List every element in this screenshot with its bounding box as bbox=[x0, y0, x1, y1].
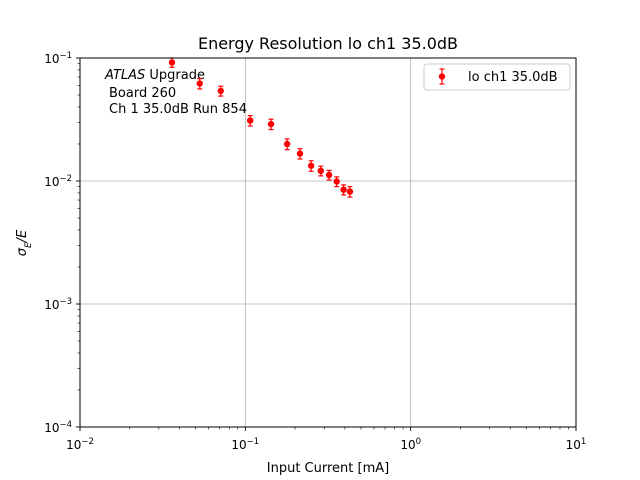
grid bbox=[80, 58, 576, 427]
y-tick-label: 10−1 bbox=[44, 51, 72, 66]
chart-title: Energy Resolution lo ch1 35.0dB bbox=[198, 34, 458, 53]
x-tick-label: 10−2 bbox=[66, 437, 94, 452]
data-point bbox=[325, 169, 333, 181]
y-tick-label: 10−3 bbox=[44, 297, 72, 312]
data-marker bbox=[296, 150, 304, 157]
legend-marker bbox=[438, 73, 446, 80]
data-marker bbox=[217, 87, 224, 95]
x-tick-labels: 10−2 10−1 100 101 bbox=[66, 437, 586, 452]
data-marker bbox=[307, 162, 315, 169]
legend-label: lo ch1 35.0dB bbox=[468, 70, 558, 85]
data-marker bbox=[340, 186, 347, 193]
data-point bbox=[346, 186, 354, 198]
data-point bbox=[333, 176, 340, 188]
data-point bbox=[296, 148, 304, 160]
data-point bbox=[217, 85, 224, 97]
annotation-line-1: ATLAS Upgrade bbox=[104, 68, 205, 83]
legend-box bbox=[423, 63, 571, 91]
data-marker bbox=[168, 59, 176, 66]
data-point bbox=[267, 118, 275, 131]
data-marker bbox=[196, 80, 203, 87]
data-point bbox=[246, 115, 254, 127]
data-point bbox=[283, 138, 291, 151]
data-marker bbox=[325, 171, 333, 179]
data-marker bbox=[283, 140, 291, 148]
data-point bbox=[196, 78, 203, 90]
data-marker bbox=[267, 120, 275, 128]
x-axis-label: Input Current [mA] bbox=[267, 461, 389, 476]
data-point bbox=[317, 165, 324, 177]
annotation-line-2: Board 260 bbox=[109, 86, 176, 101]
data-points bbox=[168, 57, 354, 198]
atlas-annotation: ATLAS Upgrade Board 260 Ch 1 35.0dB Run … bbox=[104, 68, 247, 117]
data-marker bbox=[246, 117, 254, 124]
data-marker bbox=[333, 178, 340, 185]
x-tick-label: 101 bbox=[566, 437, 587, 452]
y-axis-label: σE/E bbox=[15, 229, 34, 256]
plot-frame bbox=[79, 57, 577, 428]
x-tick-label: 100 bbox=[400, 437, 421, 452]
data-marker bbox=[317, 167, 324, 175]
data-marker bbox=[346, 188, 354, 195]
x-tick-label: 10−1 bbox=[231, 437, 259, 452]
data-point bbox=[307, 160, 315, 172]
annotation-line-3: Ch 1 35.0dB Run 854 bbox=[109, 102, 247, 117]
legend: lo ch1 35.0dB bbox=[423, 63, 571, 91]
data-point bbox=[340, 184, 347, 196]
y-tick-labels: 10−4 10−3 10−2 10−1 bbox=[44, 51, 72, 435]
minor-ticks bbox=[77, 63, 569, 430]
major-ticks bbox=[76, 57, 577, 431]
y-tick-label: 10−4 bbox=[44, 420, 72, 435]
y-tick-label: 10−2 bbox=[44, 174, 72, 189]
data-point bbox=[168, 57, 176, 68]
